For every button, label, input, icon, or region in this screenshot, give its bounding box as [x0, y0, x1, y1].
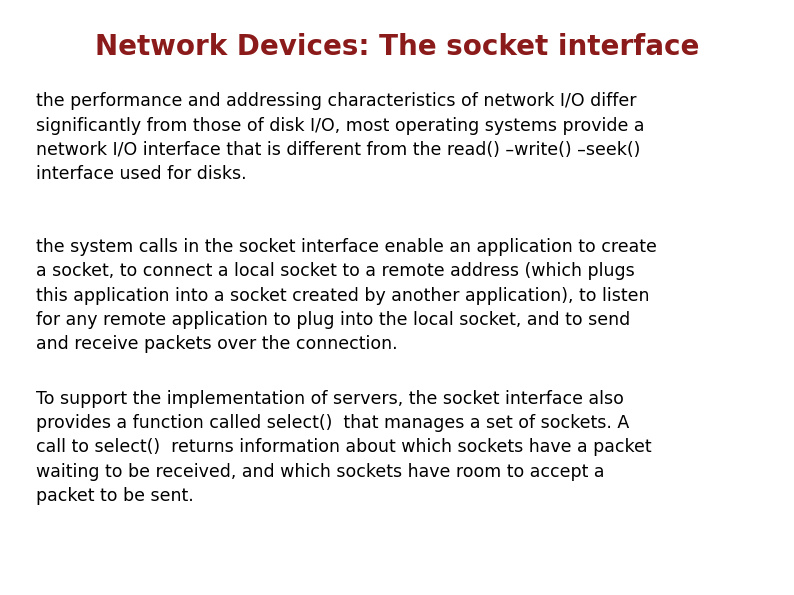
Text: To support the implementation of servers, the socket interface also
provides a f: To support the implementation of servers…: [36, 390, 651, 505]
Text: Network Devices: The socket interface: Network Devices: The socket interface: [94, 33, 700, 61]
Text: the system calls in the socket interface enable an application to create
a socke: the system calls in the socket interface…: [36, 238, 657, 353]
Text: the performance and addressing characteristics of network I/O differ
significant: the performance and addressing character…: [36, 92, 644, 183]
